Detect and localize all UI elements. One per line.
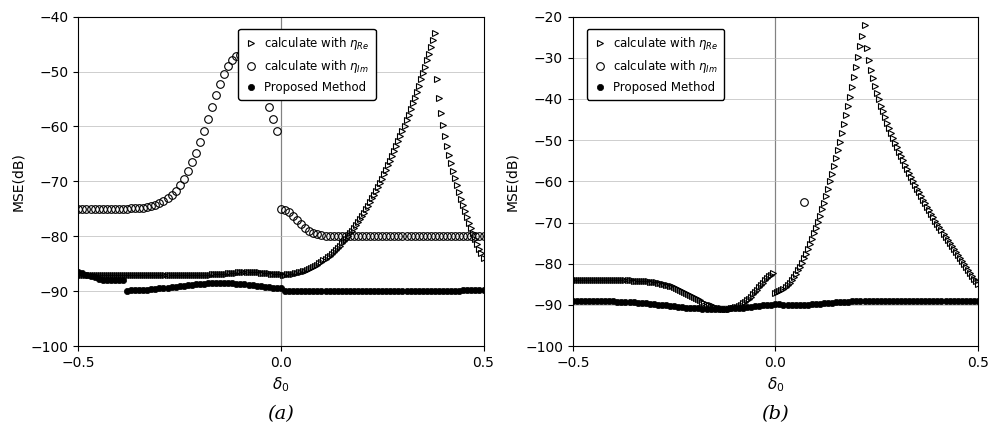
calculate with $\eta_{Re}$ bbox=[942, 238, 954, 243]
calculate with $\eta_{Re}$ bbox=[859, 22, 871, 27]
Proposed Method bbox=[595, 299, 607, 304]
Text: (b): (b) bbox=[762, 406, 789, 422]
calculate with $\eta_{Re}$ bbox=[739, 300, 751, 305]
Proposed Method bbox=[380, 288, 392, 293]
Line: Proposed Method: Proposed Method bbox=[75, 269, 487, 294]
calculate with $\eta_{Re}$ bbox=[109, 272, 121, 277]
calculate with $\eta_{Re}$ bbox=[788, 275, 800, 280]
calculate with $\eta_{Im}$ bbox=[72, 206, 84, 211]
calculate with $\eta_{Re}$ bbox=[220, 271, 232, 276]
Proposed Method bbox=[279, 289, 291, 294]
Proposed Method bbox=[101, 278, 113, 283]
Legend: calculate with $\eta_{Re}$, calculate with $\eta_{Im}$, Proposed Method: calculate with $\eta_{Re}$, calculate wi… bbox=[587, 29, 724, 100]
calculate with $\eta_{Im}$ bbox=[360, 234, 372, 239]
calculate with $\eta_{Im}$ bbox=[234, 52, 246, 57]
calculate with $\eta_{Im}$ bbox=[409, 234, 421, 239]
calculate with $\eta_{Re}$ bbox=[74, 272, 86, 277]
Proposed Method bbox=[814, 301, 826, 306]
Proposed Method bbox=[567, 298, 579, 303]
Proposed Method bbox=[875, 298, 887, 303]
calculate with $\eta_{Re}$ bbox=[243, 269, 255, 274]
Y-axis label: MSE(dB): MSE(dB) bbox=[11, 152, 25, 211]
calculate with $\eta_{Im}$ bbox=[320, 233, 332, 238]
Proposed Method bbox=[174, 284, 186, 289]
calculate with $\eta_{Re}$ bbox=[567, 278, 579, 283]
Proposed Method bbox=[478, 288, 490, 293]
calculate with $\eta_{Re}$ bbox=[72, 272, 84, 277]
Proposed Method bbox=[320, 288, 332, 293]
Proposed Method bbox=[757, 303, 769, 308]
Legend: calculate with $\eta_{Re}$, calculate with $\eta_{Im}$, Proposed Method: calculate with $\eta_{Re}$, calculate wi… bbox=[238, 29, 376, 100]
Proposed Method bbox=[854, 298, 866, 303]
calculate with $\eta_{Re}$ bbox=[972, 282, 984, 287]
calculate with $\eta_{Im}$ bbox=[174, 183, 186, 188]
Proposed Method bbox=[72, 269, 84, 274]
Proposed Method bbox=[709, 306, 721, 311]
calculate with $\eta_{Im}$ bbox=[101, 206, 113, 211]
calculate with $\eta_{Im}$ bbox=[380, 234, 392, 239]
calculate with $\eta_{Re}$ bbox=[445, 160, 457, 165]
calculate with $\eta_{Re}$ bbox=[715, 306, 727, 311]
calculate with $\eta_{Re}$ bbox=[569, 278, 581, 283]
calculate with $\eta_{Re}$ bbox=[429, 30, 441, 35]
Line: calculate with $\eta_{Re}$: calculate with $\eta_{Re}$ bbox=[75, 30, 487, 278]
calculate with $\eta_{Im}$ bbox=[263, 104, 275, 109]
Line: Proposed Method: Proposed Method bbox=[570, 298, 981, 312]
calculate with $\eta_{Re}$ bbox=[603, 278, 615, 283]
calculate with $\eta_{Re}$ bbox=[721, 306, 733, 311]
Proposed Method bbox=[668, 304, 680, 309]
X-axis label: $\delta_0$: $\delta_0$ bbox=[272, 375, 290, 394]
Line: calculate with $\eta_{Re}$: calculate with $\eta_{Re}$ bbox=[570, 22, 981, 312]
calculate with $\eta_{Im}$ bbox=[478, 234, 490, 239]
Proposed Method bbox=[259, 284, 271, 289]
calculate with $\eta_{Re}$ bbox=[291, 271, 303, 276]
Proposed Method bbox=[972, 298, 984, 303]
Proposed Method bbox=[360, 288, 372, 293]
Text: (a): (a) bbox=[268, 406, 294, 422]
Y-axis label: MSE(dB): MSE(dB) bbox=[506, 152, 520, 211]
Line: calculate with $\eta_{Im}$: calculate with $\eta_{Im}$ bbox=[75, 51, 487, 240]
X-axis label: $\delta_0$: $\delta_0$ bbox=[767, 375, 784, 394]
calculate with $\eta_{Re}$ bbox=[478, 256, 490, 261]
